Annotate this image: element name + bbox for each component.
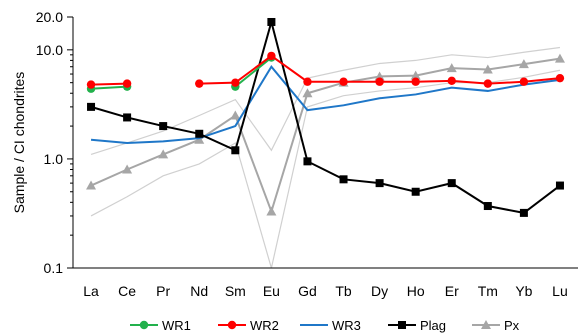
data-point-plag — [267, 17, 276, 26]
data-point-wr2 — [231, 78, 240, 87]
y-tick-label: 10.0 — [36, 42, 63, 58]
data-point-plag — [339, 175, 348, 184]
axes: 0.1 1.0 10.0 20.0 La Ce Pr Nd Sm Eu Gd Tb Dy Ho Er Tm Yb… — [11, 9, 578, 299]
data-point-plag — [303, 157, 312, 166]
series-lines — [86, 17, 565, 217]
y-axis-title: Sample / CI chondrites — [11, 72, 27, 214]
legend-label-wr2: WR2 — [250, 318, 279, 333]
data-point-px — [374, 71, 385, 81]
data-point-wr2 — [122, 79, 132, 88]
series-line-wr3 — [90, 65, 561, 144]
data-point-wr2 — [411, 77, 420, 86]
legend-label-plag: Plag — [420, 318, 446, 333]
envelope-line-2 — [90, 46, 561, 155]
data-point-px — [410, 70, 421, 80]
x-tick-label: La — [83, 283, 99, 299]
data-point-plag — [447, 179, 456, 188]
legend-label-px: Px — [504, 318, 520, 333]
legend-item-wr3: WR3 — [300, 318, 361, 333]
data-point-px — [158, 149, 169, 159]
data-point-plag — [87, 102, 96, 111]
y-tick-label: 20.0 — [36, 9, 63, 25]
data-point-plag — [411, 187, 420, 196]
series-line-wr1 — [90, 85, 128, 90]
data-point-wr2 — [195, 79, 204, 88]
data-point-wr2 — [555, 73, 565, 83]
data-point-wr2 — [339, 77, 348, 86]
x-tick-label: Sm — [225, 283, 246, 299]
data-point-plag — [123, 113, 132, 122]
legend-item-plag: Plag — [388, 318, 446, 333]
data-point-wr2 — [375, 77, 384, 86]
envelope-line-1 — [90, 69, 561, 269]
data-point-wr2 — [267, 51, 276, 61]
data-point-px — [230, 110, 241, 120]
y-tick-label: 0.1 — [44, 260, 64, 276]
data-point-plag — [375, 179, 384, 188]
legend-marker-wr1 — [139, 320, 149, 330]
x-tick-label: Yb — [515, 283, 532, 299]
x-tick-label: Er — [445, 283, 459, 299]
legend-item-wr2: WR2 — [218, 318, 279, 333]
data-point-px — [266, 206, 277, 216]
data-point-px — [86, 180, 97, 190]
legend: WR1 WR2 WR3 Plag Px — [130, 318, 520, 333]
x-tick-label: Pr — [156, 283, 170, 299]
x-tick-label: Nd — [190, 283, 208, 299]
data-point-wr2 — [447, 76, 456, 86]
legend-label-wr3: WR3 — [332, 318, 361, 333]
data-point-px — [554, 53, 565, 63]
series-wr2 — [86, 51, 565, 89]
x-tick-label: Tb — [335, 283, 352, 299]
series-line-wr2 — [91, 82, 128, 86]
data-point-wr2 — [303, 77, 312, 86]
data-point-plag — [519, 208, 528, 217]
series-plag — [87, 17, 564, 217]
x-tick-label: Tm — [478, 283, 498, 299]
legend-marker-px — [481, 320, 491, 329]
data-point-plag — [555, 181, 564, 190]
data-point-plag — [231, 146, 240, 155]
series-line-plag — [90, 18, 561, 214]
data-point-plag — [195, 129, 204, 138]
data-point-plag — [159, 122, 168, 131]
x-tick-label: Gd — [298, 283, 317, 299]
legend-marker-plag — [398, 321, 406, 329]
x-tick-label: Lu — [552, 283, 568, 299]
x-tick-label: Eu — [263, 283, 280, 299]
series-px — [86, 53, 565, 216]
legend-item-wr1: WR1 — [130, 318, 191, 333]
legend-marker-wr2 — [227, 320, 237, 330]
legend-item-px: Px — [472, 318, 520, 333]
x-tick-label: Ho — [407, 283, 425, 299]
data-point-wr2 — [519, 77, 529, 86]
data-point-px — [194, 134, 205, 144]
data-point-px — [482, 64, 493, 74]
legend-label-wr1: WR1 — [162, 318, 191, 333]
data-point-px — [302, 88, 313, 98]
data-point-px — [122, 164, 133, 174]
data-point-wr2 — [483, 79, 493, 88]
series-line-px — [90, 57, 561, 215]
data-point-plag — [483, 202, 492, 211]
y-tick-label: 1.0 — [44, 151, 64, 167]
series-line-wr1 — [234, 56, 273, 88]
x-tick-label: Dy — [371, 283, 388, 299]
data-point-px — [446, 63, 457, 73]
data-point-px — [518, 59, 529, 69]
series-wr3 — [90, 65, 561, 144]
x-tick-label: Ce — [118, 283, 136, 299]
data-point-wr2 — [86, 80, 96, 89]
